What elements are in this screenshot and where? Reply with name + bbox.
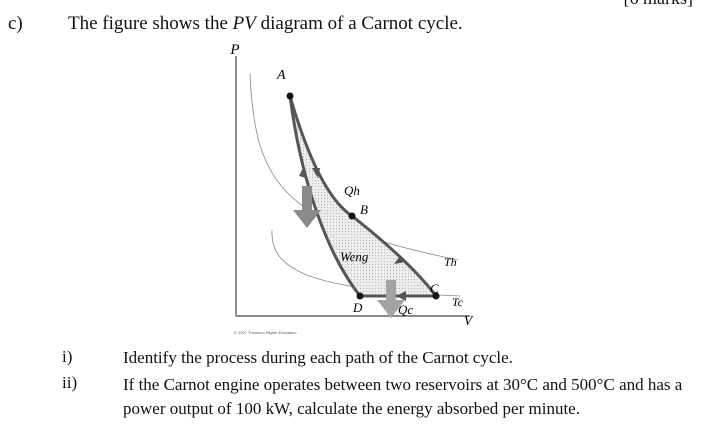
point-c-dot xyxy=(432,292,440,300)
isotherm-hot xyxy=(249,73,459,261)
question-text: The figure shows the PV diagram of a Car… xyxy=(68,13,463,35)
point-d-label: D xyxy=(352,300,363,315)
sub-question-1-text: Identify the process during each path of… xyxy=(123,348,513,367)
path-da xyxy=(288,95,362,297)
question-text-before: The figure shows the xyxy=(68,13,233,34)
w-eng-label: Weng xyxy=(340,249,369,264)
q-cold-text: Qc xyxy=(398,302,413,317)
arrow-da-head xyxy=(299,168,306,178)
question-text-italic: PV xyxy=(232,13,256,34)
question-label: c) xyxy=(8,13,23,34)
qh-arrow xyxy=(293,186,321,228)
sub-question-1-number: i) xyxy=(62,347,73,366)
cycle-region xyxy=(290,96,436,296)
arrow-cd-head xyxy=(396,291,406,301)
path-bc xyxy=(351,214,438,297)
sub-question-2-text: If the Carnot engine operates between tw… xyxy=(123,375,683,418)
point-a-label: A xyxy=(276,68,286,83)
point-c-label: C xyxy=(430,281,439,296)
t-cold-label: Tc xyxy=(452,295,464,309)
point-b-dot xyxy=(348,212,356,220)
sub-question-2-number: ii) xyxy=(62,373,78,392)
qc-arrow xyxy=(377,280,405,318)
t-cold-text: Tc xyxy=(452,295,464,309)
pv-diagram: P V A B C D Qh Weng Qc Th Tc © 2007 Thom… xyxy=(229,42,474,335)
arrow-bc-head xyxy=(394,256,406,264)
marks-label: [6 marks] xyxy=(624,0,693,9)
axis-p-label: P xyxy=(229,42,239,58)
q-cold-label: Qc xyxy=(398,302,413,317)
point-d-dot xyxy=(356,292,364,300)
w-eng-text: Weng xyxy=(340,249,369,264)
question-text-after: diagram of a Carnot cycle. xyxy=(255,13,463,34)
point-b-label: B xyxy=(360,202,368,217)
axis-v-label: V xyxy=(464,314,474,329)
q-hot-text: Qh xyxy=(344,183,360,198)
point-a-dot xyxy=(286,92,294,100)
copyright-label: © 2007 Thomson Higher Education xyxy=(234,330,296,335)
t-hot-label: Th xyxy=(444,255,457,269)
t-hot-text: Th xyxy=(444,255,457,269)
q-hot-label: Qh xyxy=(344,183,360,198)
arrow-ab-head xyxy=(312,168,320,178)
